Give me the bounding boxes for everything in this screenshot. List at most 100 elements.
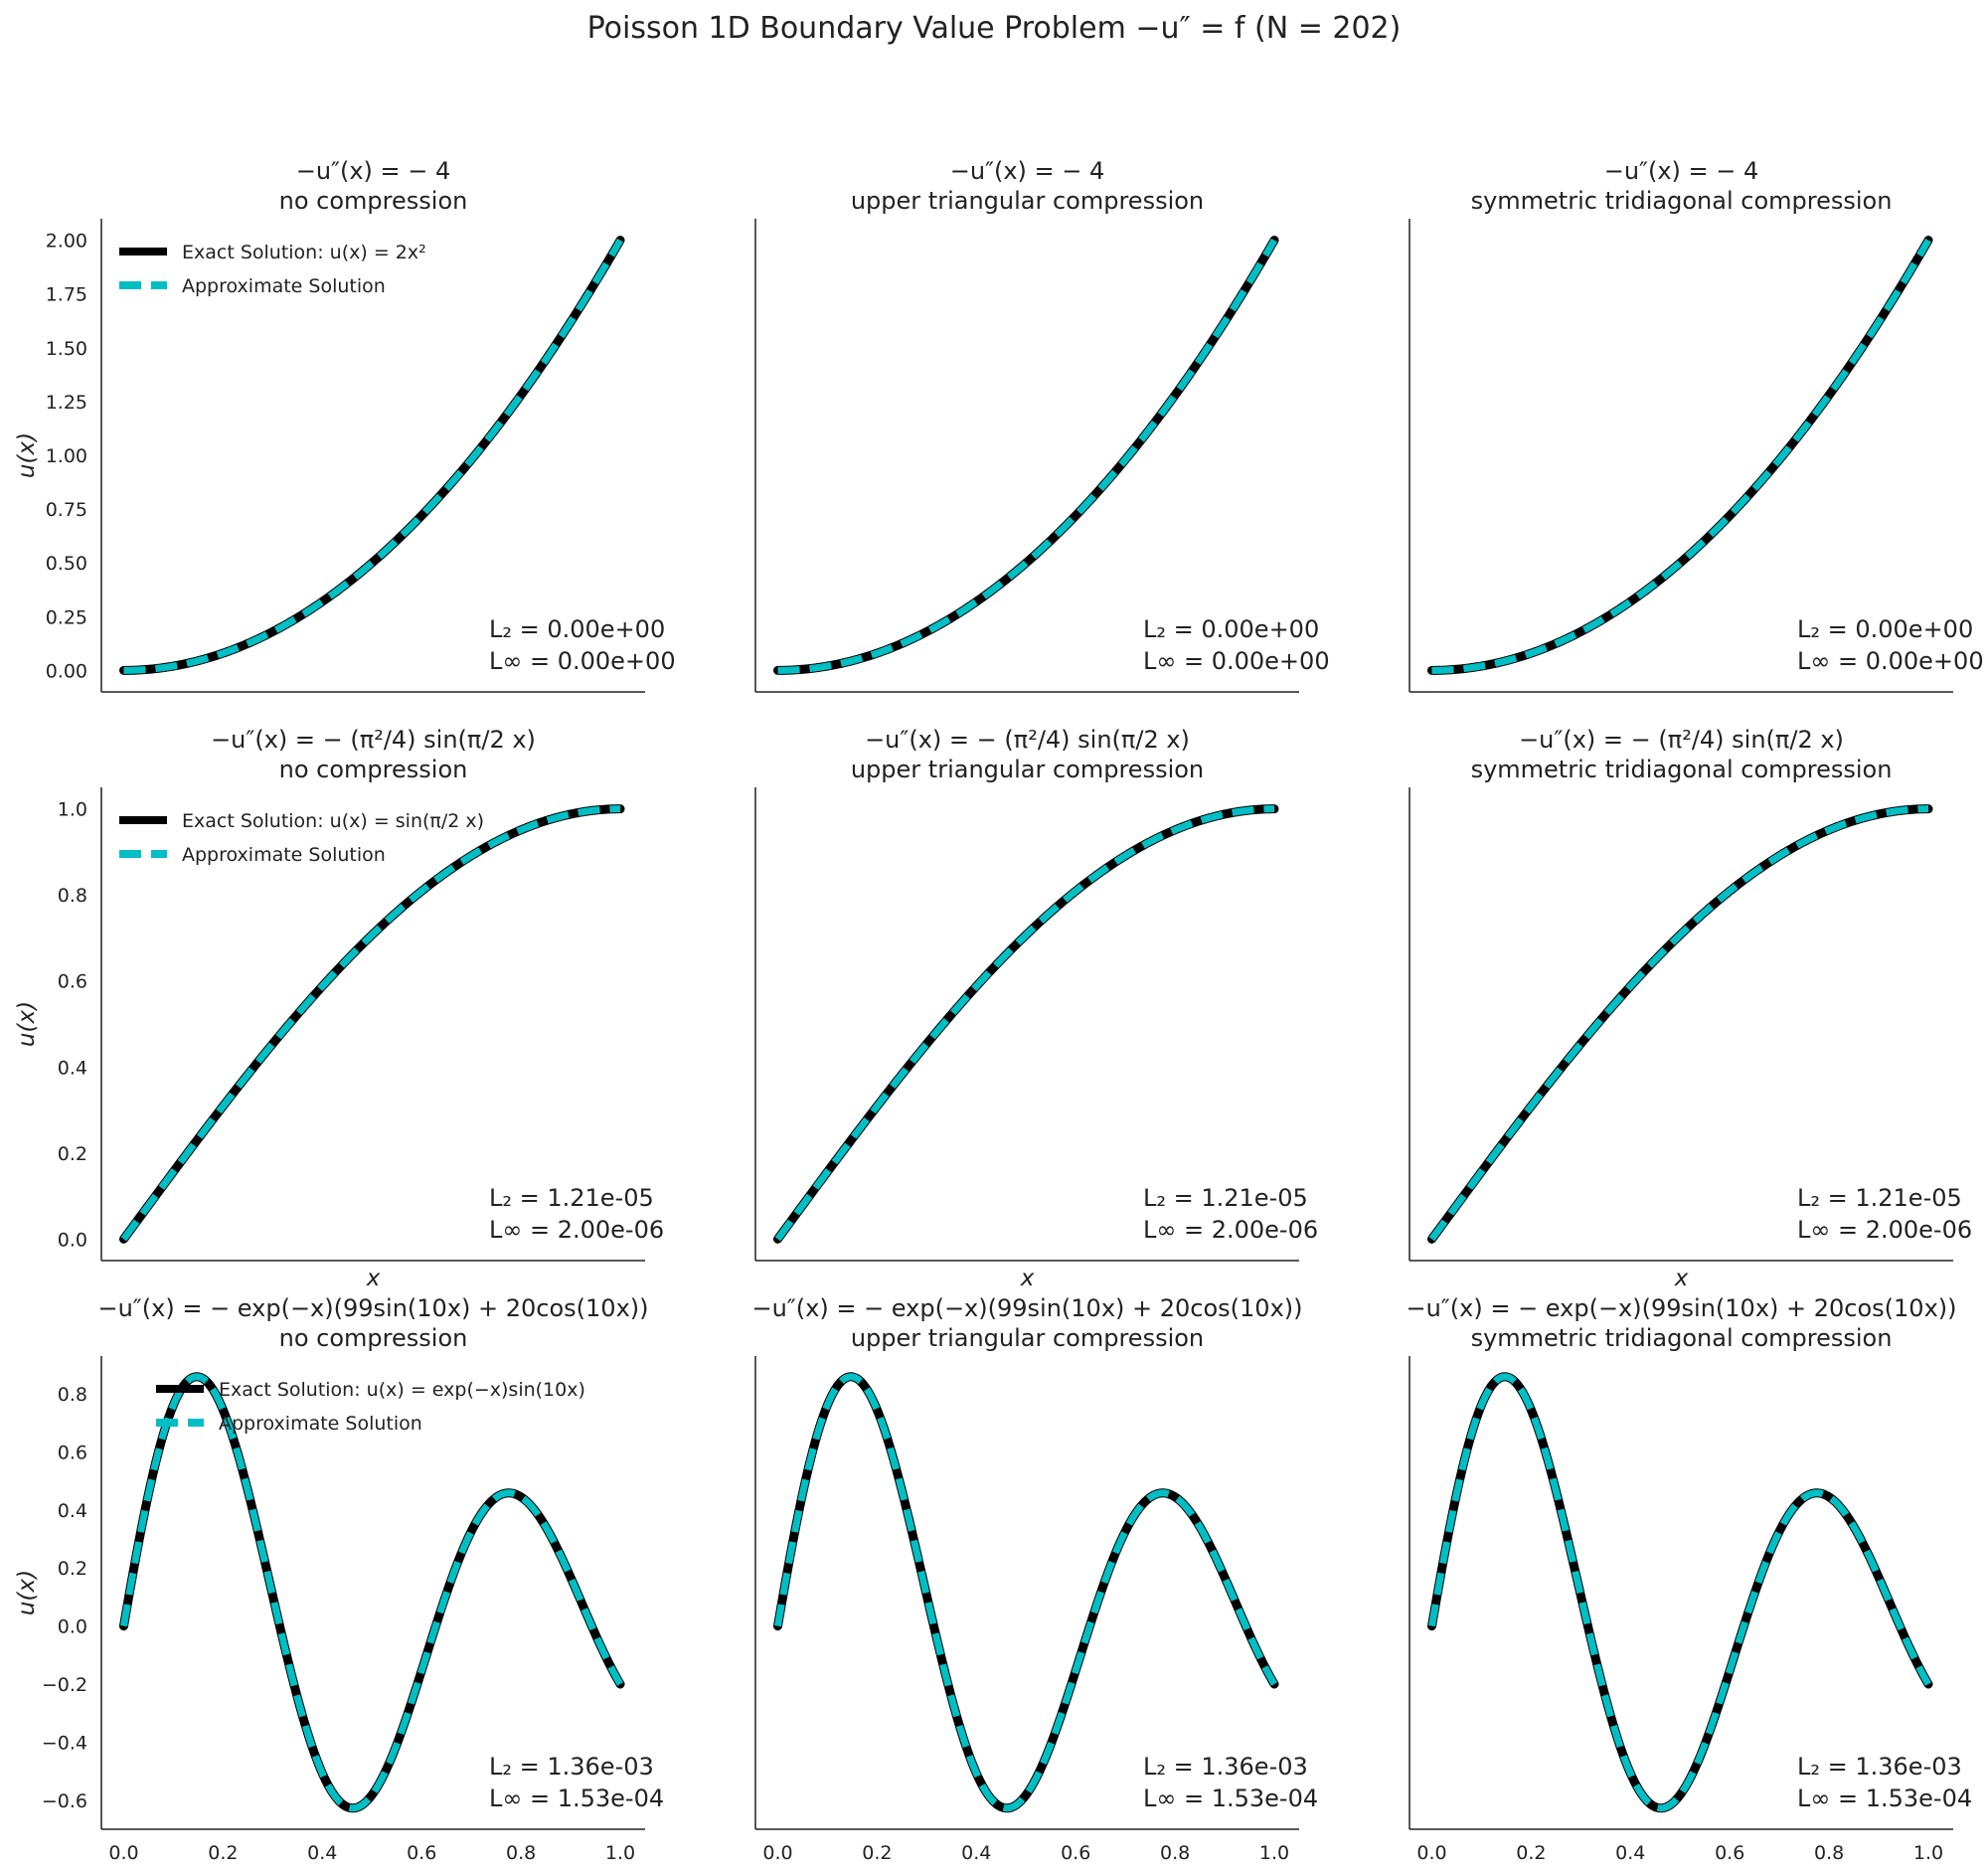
y-axis-label: u(x) bbox=[14, 1570, 40, 1616]
legend-exact-label: Exact Solution: u(x) = 2x² bbox=[182, 242, 426, 263]
exact-solution-line bbox=[1426, 1372, 1933, 1813]
y-tick-label: −0.4 bbox=[42, 1732, 87, 1754]
subplot-title-method: no compression bbox=[279, 187, 468, 215]
y-tick-label: 0.2 bbox=[58, 1143, 87, 1165]
exact-solution-line bbox=[1426, 804, 1933, 1244]
linf-error-label: L∞ = 2.00e-06 bbox=[1143, 1216, 1318, 1244]
y-tick-label: 0.2 bbox=[58, 1558, 87, 1580]
x-tick-label: 0.8 bbox=[1814, 1842, 1844, 1864]
subplot-title-equation: −u″(x) = − exp(−x)(99sin(10x) + 20cos(10… bbox=[97, 1294, 648, 1322]
l2-error-label: L₂ = 1.21e-05 bbox=[1797, 1184, 1962, 1212]
exact-solution-line bbox=[118, 804, 625, 1244]
y-tick-label: 1.25 bbox=[46, 392, 87, 414]
linf-error-label: L∞ = 1.53e-04 bbox=[1797, 1785, 1972, 1812]
legend-approx-label: Approximate Solution bbox=[182, 844, 386, 866]
approximate-solution-line bbox=[120, 1373, 624, 1812]
linf-error-label: L∞ = 2.00e-06 bbox=[489, 1216, 664, 1244]
x-tick-label: 0.8 bbox=[1160, 1842, 1190, 1864]
x-tick-label: 1.0 bbox=[1913, 1842, 1943, 1864]
y-tick-label: 1.00 bbox=[46, 445, 87, 467]
exact-solution-line bbox=[772, 236, 1279, 675]
subplot-title-method: symmetric tridiagonal compression bbox=[1471, 187, 1893, 215]
y-tick-label: 0.50 bbox=[46, 553, 87, 575]
legend-exact-label: Exact Solution: u(x) = exp(−x)sin(10x) bbox=[219, 1379, 585, 1401]
subplot-2-1: −u″(x) = − exp(−x)(99sin(10x) + 20cos(10… bbox=[751, 1294, 1318, 1864]
approximate-solution-line bbox=[777, 238, 1278, 674]
exact-solution-line bbox=[118, 236, 625, 675]
approximate-solution-line bbox=[123, 238, 624, 674]
y-tick-label: 0.75 bbox=[46, 499, 87, 521]
linf-error-label: L∞ = 0.00e+00 bbox=[489, 647, 676, 675]
l2-error-label: L₂ = 1.36e-03 bbox=[1143, 1753, 1308, 1781]
y-tick-label: 0.0 bbox=[58, 1616, 87, 1638]
x-tick-label: 1.0 bbox=[1259, 1842, 1289, 1864]
x-tick-label: 0.2 bbox=[1516, 1842, 1546, 1864]
exact-solution-line bbox=[118, 1372, 625, 1813]
x-tick-label: 1.0 bbox=[605, 1842, 635, 1864]
linf-error-label: L∞ = 0.00e+00 bbox=[1143, 647, 1330, 675]
y-tick-label: 2.00 bbox=[46, 231, 87, 253]
subplot-1-1: −u″(x) = − (π²/4) sin(π/2 x)upper triang… bbox=[754, 726, 1318, 1291]
approximate-solution-line bbox=[1428, 805, 1929, 1242]
x-tick-label: 0.0 bbox=[1416, 1842, 1446, 1864]
linf-error-label: L∞ = 1.53e-04 bbox=[489, 1785, 664, 1812]
x-tick-label: 0.2 bbox=[862, 1842, 892, 1864]
x-tick-label: 0.6 bbox=[407, 1842, 436, 1864]
subplot-title-equation: −u″(x) = − (π²/4) sin(π/2 x) bbox=[1519, 726, 1844, 754]
subplot-title-equation: −u″(x) = − (π²/4) sin(π/2 x) bbox=[211, 726, 536, 754]
legend-approx-label: Approximate Solution bbox=[182, 275, 386, 297]
y-tick-label: 0.4 bbox=[58, 1057, 87, 1079]
y-tick-label: 1.50 bbox=[46, 338, 87, 360]
panels: −u″(x) = − 4 no compression 0.00 0.25 0.50 0.… bbox=[14, 157, 1984, 1864]
y-tick-label: −0.6 bbox=[42, 1790, 87, 1812]
linf-error-label: L∞ = 2.00e-06 bbox=[1797, 1216, 1972, 1244]
y-tick-label: 0.00 bbox=[46, 660, 87, 682]
x-tick-label: 0.6 bbox=[1061, 1842, 1090, 1864]
l2-error-label: L₂ = 0.00e+00 bbox=[1797, 615, 1973, 643]
y-tick-label: 0.25 bbox=[46, 606, 87, 628]
y-tick-label: 0.6 bbox=[58, 971, 87, 993]
approximate-solution-line bbox=[1431, 238, 1932, 674]
y-tick-label: 0.6 bbox=[58, 1442, 87, 1463]
subplot-title-method: upper triangular compression bbox=[851, 1324, 1204, 1352]
legend-exact-label: Exact Solution: u(x) = sin(π/2 x) bbox=[182, 810, 484, 832]
approximate-solution-line bbox=[1428, 1373, 1932, 1812]
subplot-title-method: no compression bbox=[279, 1324, 468, 1352]
l2-error-label: L₂ = 0.00e+00 bbox=[1143, 615, 1319, 643]
x-axis-label: x bbox=[366, 1266, 381, 1291]
l2-error-label: L₂ = 0.00e+00 bbox=[489, 615, 665, 643]
exact-solution-line bbox=[772, 1372, 1279, 1813]
exact-solution-line bbox=[1426, 236, 1933, 675]
x-axis-label: x bbox=[1674, 1266, 1689, 1291]
l2-error-label: L₂ = 1.21e-05 bbox=[1143, 1184, 1308, 1212]
x-axis-label: x bbox=[1020, 1266, 1035, 1291]
subplot-title-equation: −u″(x) = − exp(−x)(99sin(10x) + 20cos(10… bbox=[1406, 1294, 1956, 1322]
x-tick-label: 0.6 bbox=[1715, 1842, 1744, 1864]
legend-approx-label: Approximate Solution bbox=[219, 1413, 422, 1435]
x-tick-label: 0.0 bbox=[762, 1842, 792, 1864]
subplot-1-2: −u″(x) = − (π²/4) sin(π/2 x)symmetric tr… bbox=[1408, 726, 1972, 1291]
exact-solution-line bbox=[772, 804, 1279, 1244]
subplot-title-equation: −u″(x) = − exp(−x)(99sin(10x) + 20cos(10… bbox=[751, 1294, 1302, 1322]
subplot-title-method: upper triangular compression bbox=[851, 756, 1204, 783]
subplot-2-2: −u″(x) = − exp(−x)(99sin(10x) + 20cos(10… bbox=[1406, 1294, 1972, 1864]
linf-error-label: L∞ = 1.53e-04 bbox=[1143, 1785, 1318, 1812]
x-tick-label: 0.4 bbox=[307, 1842, 337, 1864]
l2-error-label: L₂ = 1.36e-03 bbox=[1797, 1753, 1962, 1781]
y-tick-label: 0.4 bbox=[58, 1500, 87, 1522]
x-tick-label: 0.8 bbox=[506, 1842, 536, 1864]
subplot-title-equation: −u″(x) = − (π²/4) sin(π/2 x) bbox=[865, 726, 1190, 754]
l2-error-label: L₂ = 1.36e-03 bbox=[489, 1753, 654, 1781]
approximate-solution-line bbox=[774, 805, 1275, 1242]
approximate-solution-line bbox=[120, 805, 621, 1242]
subplot-title-method: upper triangular compression bbox=[851, 187, 1204, 215]
subplot-title-method: symmetric tridiagonal compression bbox=[1471, 756, 1893, 783]
subplot-2-0: −u″(x) = − exp(−x)(99sin(10x) + 20cos(10… bbox=[14, 1294, 664, 1864]
y-tick-label: 1.75 bbox=[46, 284, 87, 306]
subplot-title-equation: −u″(x) = − 4 bbox=[1604, 157, 1759, 185]
approximate-solution-line bbox=[774, 1373, 1278, 1812]
subplot-1-0: −u″(x) = − (π²/4) sin(π/2 x)no compressi… bbox=[14, 726, 664, 1291]
